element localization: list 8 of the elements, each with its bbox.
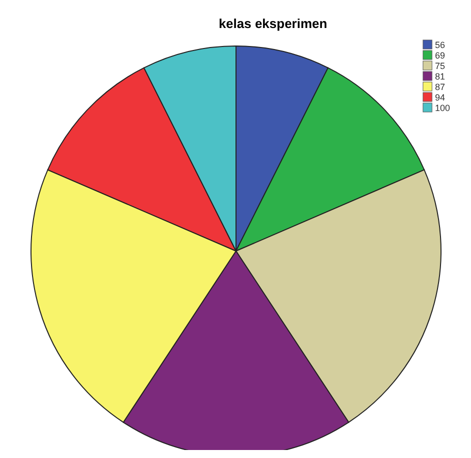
legend-label: 69 xyxy=(435,50,446,60)
legend-label: 81 xyxy=(435,72,446,82)
legend-label: 94 xyxy=(435,92,446,102)
legend-label: 100 xyxy=(435,103,450,113)
legend-label: 75 xyxy=(435,61,446,71)
legend-label: 56 xyxy=(435,40,446,50)
chart-title: kelas eksperimen xyxy=(218,16,328,31)
legend-label: 87 xyxy=(435,82,446,92)
